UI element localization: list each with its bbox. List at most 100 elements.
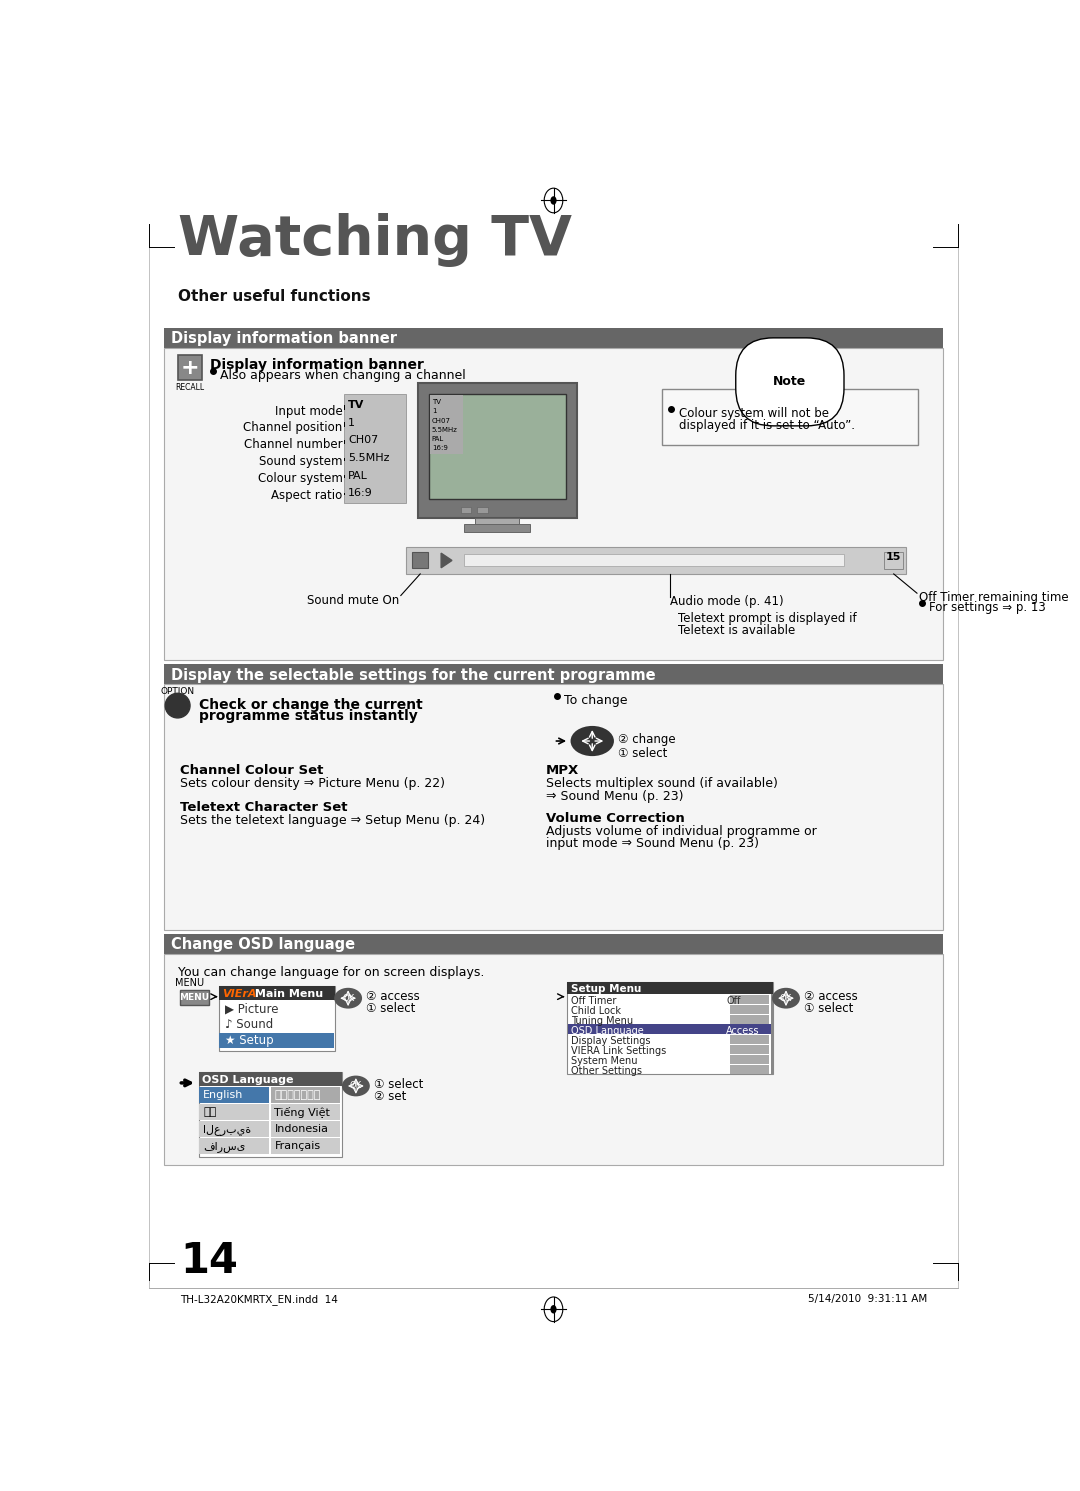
- Bar: [406, 547, 906, 574]
- Text: OK: OK: [780, 993, 792, 1003]
- Text: System Menu: System Menu: [571, 1056, 638, 1066]
- Bar: [460, 507, 471, 513]
- Text: Channel number: Channel number: [244, 438, 342, 452]
- Bar: [770, 1024, 773, 1035]
- Text: Off Timer remaining time: Off Timer remaining time: [918, 590, 1068, 604]
- Text: 中文: 中文: [203, 1106, 216, 1117]
- Bar: [430, 395, 463, 453]
- Text: Change OSD language: Change OSD language: [171, 938, 354, 953]
- Bar: [418, 383, 577, 517]
- Text: VIERA Link Settings: VIERA Link Settings: [571, 1047, 666, 1056]
- Bar: [770, 1014, 773, 1024]
- Bar: [164, 933, 943, 954]
- Text: TH-L32A20KMRTX_EN.indd  14: TH-L32A20KMRTX_EN.indd 14: [180, 1294, 338, 1305]
- Text: Check or change the current: Check or change the current: [200, 698, 423, 711]
- Text: Selects multiplex sound (if available): Selects multiplex sound (if available): [545, 777, 778, 790]
- Circle shape: [165, 693, 190, 719]
- Text: programme status instantly: programme status instantly: [200, 710, 418, 723]
- Text: You can change language for on screen displays.: You can change language for on screen di…: [178, 966, 485, 980]
- Text: Tiếng Việt: Tiếng Việt: [274, 1106, 330, 1118]
- Text: Aspect ratio: Aspect ratio: [271, 489, 342, 502]
- Text: Other useful functions: Other useful functions: [177, 289, 370, 304]
- Bar: [770, 994, 773, 1005]
- Text: Setup Menu: Setup Menu: [571, 984, 642, 994]
- Text: Teletext Character Set: Teletext Character Set: [180, 801, 348, 814]
- Text: فارسی: فارسی: [203, 1141, 245, 1151]
- Text: Child Lock: Child Lock: [571, 1006, 621, 1015]
- Text: ① select: ① select: [804, 1002, 853, 1015]
- Text: PAL: PAL: [432, 435, 444, 443]
- Text: ② access: ② access: [804, 990, 858, 1003]
- Text: OPTION: OPTION: [161, 687, 194, 696]
- Polygon shape: [441, 553, 451, 568]
- Text: Note: Note: [773, 376, 807, 388]
- Text: 1: 1: [348, 417, 355, 428]
- Bar: [345, 394, 406, 502]
- Bar: [200, 1121, 269, 1136]
- Text: RECALL: RECALL: [175, 383, 204, 392]
- Text: Off: Off: [727, 996, 741, 1006]
- Bar: [429, 394, 566, 499]
- Text: MPX: MPX: [545, 763, 579, 777]
- Text: Français: Français: [274, 1141, 321, 1151]
- Text: 5/14/2010  9:31:11 AM: 5/14/2010 9:31:11 AM: [808, 1294, 927, 1305]
- Text: input mode ⇒ Sound Menu (p. 23): input mode ⇒ Sound Menu (p. 23): [545, 838, 759, 850]
- Text: MENU: MENU: [179, 993, 210, 1002]
- Bar: [475, 517, 518, 523]
- Text: Display the selectable settings for the current programme: Display the selectable settings for the …: [171, 668, 656, 683]
- Text: Channel position: Channel position: [243, 422, 342, 434]
- Text: ① select: ① select: [366, 1002, 416, 1015]
- Bar: [730, 1065, 769, 1074]
- Text: Sets the teletext language ⇒ Setup Menu (p. 24): Sets the teletext language ⇒ Setup Menu …: [180, 814, 485, 828]
- Bar: [730, 994, 769, 1003]
- Bar: [164, 347, 943, 661]
- Text: OSD Language: OSD Language: [202, 1075, 294, 1085]
- Text: Other Settings: Other Settings: [571, 1066, 643, 1077]
- Text: ▶ Picture: ▶ Picture: [225, 1002, 279, 1015]
- Bar: [219, 1033, 334, 1048]
- Text: Main Menu: Main Menu: [252, 989, 323, 999]
- Text: Channel Colour Set: Channel Colour Set: [180, 763, 323, 777]
- Bar: [770, 1065, 773, 1075]
- Bar: [164, 328, 943, 347]
- Bar: [730, 1056, 769, 1063]
- Text: ① select: ① select: [618, 747, 667, 760]
- Bar: [567, 983, 773, 1075]
- Text: OK: OK: [342, 993, 354, 1003]
- Bar: [177, 355, 202, 380]
- Text: ♪ Sound: ♪ Sound: [225, 1018, 273, 1032]
- Text: 14: 14: [180, 1241, 238, 1282]
- Text: Sets colour density ⇒ Picture Menu (p. 22): Sets colour density ⇒ Picture Menu (p. 2…: [180, 777, 445, 790]
- Bar: [662, 389, 918, 444]
- Bar: [770, 1044, 773, 1054]
- Text: Watching TV: Watching TV: [177, 213, 571, 267]
- Bar: [271, 1138, 340, 1154]
- Text: Also appears when changing a channel: Also appears when changing a channel: [220, 370, 465, 382]
- Text: 5.5MHz: 5.5MHz: [432, 426, 458, 432]
- Text: 16:9: 16:9: [432, 446, 448, 452]
- Bar: [464, 523, 530, 532]
- Text: 5.5MHz: 5.5MHz: [348, 453, 390, 464]
- Text: ภาษาไทย: ภาษาไทย: [274, 1090, 321, 1100]
- Bar: [271, 1121, 340, 1136]
- Ellipse shape: [570, 726, 613, 756]
- Text: Teletext is available: Teletext is available: [677, 623, 795, 637]
- Ellipse shape: [551, 1305, 556, 1314]
- Bar: [413, 552, 428, 568]
- Text: Teletext prompt is displayed if: Teletext prompt is displayed if: [677, 613, 856, 625]
- Text: Display information banner: Display information banner: [211, 358, 424, 373]
- Bar: [567, 983, 773, 993]
- Bar: [730, 1005, 769, 1014]
- Bar: [568, 1024, 772, 1035]
- Bar: [464, 555, 845, 567]
- Text: MENU: MENU: [175, 978, 204, 989]
- Text: ⇒ Sound Menu (p. 23): ⇒ Sound Menu (p. 23): [545, 790, 684, 802]
- Bar: [271, 1087, 340, 1103]
- Text: ② set: ② set: [374, 1090, 406, 1103]
- Text: العربية: العربية: [203, 1124, 252, 1135]
- Text: Sound system: Sound system: [259, 455, 342, 468]
- Text: Display Settings: Display Settings: [571, 1036, 651, 1045]
- Text: ① select: ① select: [374, 1078, 423, 1091]
- Text: Colour system: Colour system: [258, 473, 342, 485]
- Text: Indonesia: Indonesia: [274, 1124, 328, 1133]
